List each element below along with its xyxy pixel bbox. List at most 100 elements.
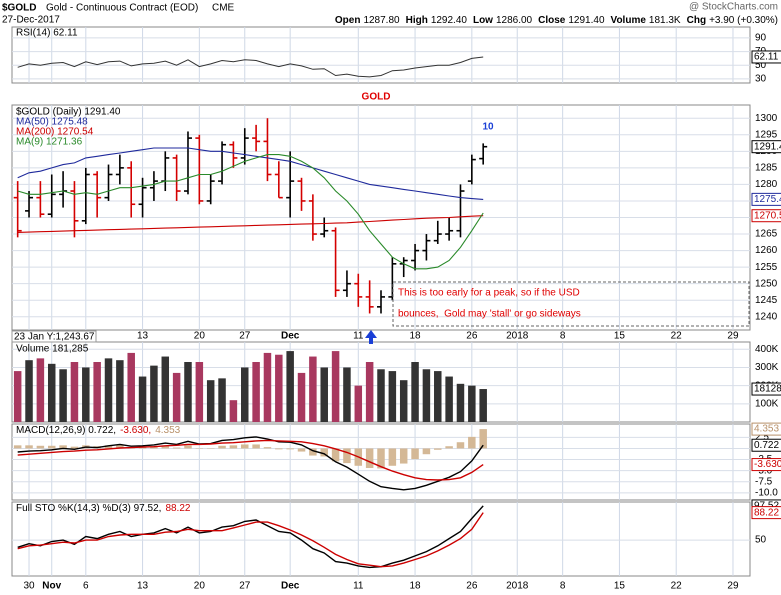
macd-histogram xyxy=(218,445,226,449)
volume-bar xyxy=(275,354,283,422)
macd-histogram xyxy=(434,448,442,450)
y-tick-label: 50 xyxy=(755,535,767,546)
volume-bar xyxy=(138,376,147,422)
date: 27-Dec-2017 xyxy=(2,15,60,26)
annotation-title: GOLD xyxy=(362,92,391,103)
macd-histogram xyxy=(70,446,79,449)
x-tick-label: 13 xyxy=(137,331,149,342)
x-tick-label: 26 xyxy=(466,581,478,592)
quote-label: Close xyxy=(538,15,566,26)
volume-bar xyxy=(320,367,328,422)
macd-histogram xyxy=(468,436,476,449)
panel xyxy=(11,501,751,577)
exchange: CME xyxy=(212,3,235,14)
macd-histogram xyxy=(388,448,397,466)
volume-bar xyxy=(434,371,442,422)
last-value-label: 181285 xyxy=(754,384,781,395)
y-tick-label: 1300 xyxy=(755,113,778,124)
y-tick-label: -10.0 xyxy=(755,488,778,499)
legend: $GOLD (Daily) 1291.40 xyxy=(16,107,121,118)
arrow xyxy=(365,330,377,344)
y-tick-label: 2.5 xyxy=(755,432,769,443)
symbol: $GOLD xyxy=(2,3,36,14)
moving-average xyxy=(17,154,484,270)
x-tick-label: 6 xyxy=(83,581,89,592)
x-tick-label: 15 xyxy=(614,581,626,592)
last-value-box xyxy=(751,506,781,520)
volume-bar xyxy=(331,351,340,422)
volume-bar xyxy=(422,369,431,422)
legend: Full STO %K(14,3) %D(3) 97.52, 88.22 xyxy=(16,503,191,514)
volume-bar xyxy=(13,371,22,422)
x-tick-label: 20 xyxy=(194,331,206,342)
moving-average xyxy=(17,215,484,233)
volume-bar xyxy=(229,400,238,422)
volume-bar xyxy=(365,362,374,422)
x-tick-label: 8 xyxy=(560,331,566,342)
quote-value: 181.3K xyxy=(649,15,681,26)
x-tick-label: Nov xyxy=(42,581,61,592)
legend-entry: MA(9) 1271.36 xyxy=(16,137,83,148)
legend-entry: 88.22 xyxy=(165,503,190,514)
x-tick-label: 13 xyxy=(137,581,149,592)
legend-entry: -3.630, xyxy=(120,425,151,436)
volume-bar xyxy=(286,351,294,422)
legend: RSI(14) 62.11 xyxy=(16,28,78,39)
macd-histogram xyxy=(320,448,328,457)
x-tick-label: 20 xyxy=(194,581,206,592)
volume-bar xyxy=(252,362,260,422)
x-tick-label: 11 xyxy=(353,331,364,342)
macd-histogram xyxy=(275,448,283,450)
quote-value: +3.90 (+0.30%) xyxy=(709,15,778,26)
macd-histogram xyxy=(343,448,351,464)
macd-histogram xyxy=(104,445,113,449)
macd-histogram xyxy=(445,446,453,449)
macd-histogram xyxy=(331,448,340,462)
x-tick-label: 27 xyxy=(239,331,251,342)
y-tick-label: 1260 xyxy=(755,245,778,256)
macd-line xyxy=(17,439,484,481)
last-value-label: 4.353 xyxy=(754,424,779,435)
instrument-name: Gold - Continuous Contract (EOD) xyxy=(46,3,198,14)
x-tick-label: 2018 xyxy=(506,331,529,342)
macd-histogram xyxy=(479,429,487,449)
x-tick-label: 29 xyxy=(727,581,739,592)
y-tick-label: -7.5 xyxy=(755,476,773,487)
cursor-box xyxy=(11,330,97,343)
volume-bar xyxy=(399,380,408,422)
last-value-label: 1275.48 xyxy=(754,194,781,205)
note-line: This is too early for a peak, so if the … xyxy=(398,288,580,299)
quote: Open 1287.80 High 1292.40 Low 1286.00 Close 129… xyxy=(335,15,778,26)
rsi-line xyxy=(17,56,484,78)
macd-histogram xyxy=(25,445,33,449)
macd-histogram xyxy=(309,448,317,456)
macd-histogram xyxy=(150,446,158,449)
x-tick-label: 2018 xyxy=(506,581,529,592)
moving-average xyxy=(17,147,484,200)
quote-value: 1287.80 xyxy=(363,15,400,26)
legend: MACD(12,26,9) 0.722, -3.630, 4.353 xyxy=(16,425,181,436)
x-tick-label: 11 xyxy=(353,581,364,592)
macd-histogram xyxy=(161,445,170,449)
last-value-box xyxy=(751,50,781,64)
volume-bar xyxy=(411,362,419,422)
macd-histogram xyxy=(172,447,181,449)
macd-histogram xyxy=(252,444,260,449)
volume-bar xyxy=(309,356,317,422)
quote-value: 1291.40 xyxy=(568,15,605,26)
y-tick-label: 1295 xyxy=(755,129,778,140)
quote-label: Chg xyxy=(687,15,706,26)
macd-line xyxy=(17,436,484,491)
y-tick-label: 1245 xyxy=(755,295,778,306)
macd-histogram xyxy=(36,445,45,449)
macd-histogram xyxy=(286,448,294,450)
macd-histogram xyxy=(47,445,56,449)
annotation-wave: 10 xyxy=(482,122,494,133)
quote-label: Open xyxy=(335,15,361,26)
y-tick-label: 1250 xyxy=(755,278,778,289)
macd-histogram xyxy=(229,445,238,449)
x-tick-label: Dec xyxy=(281,581,300,592)
volume-bar xyxy=(479,389,487,422)
last-value-box xyxy=(751,458,781,472)
volume-bar xyxy=(150,365,158,422)
